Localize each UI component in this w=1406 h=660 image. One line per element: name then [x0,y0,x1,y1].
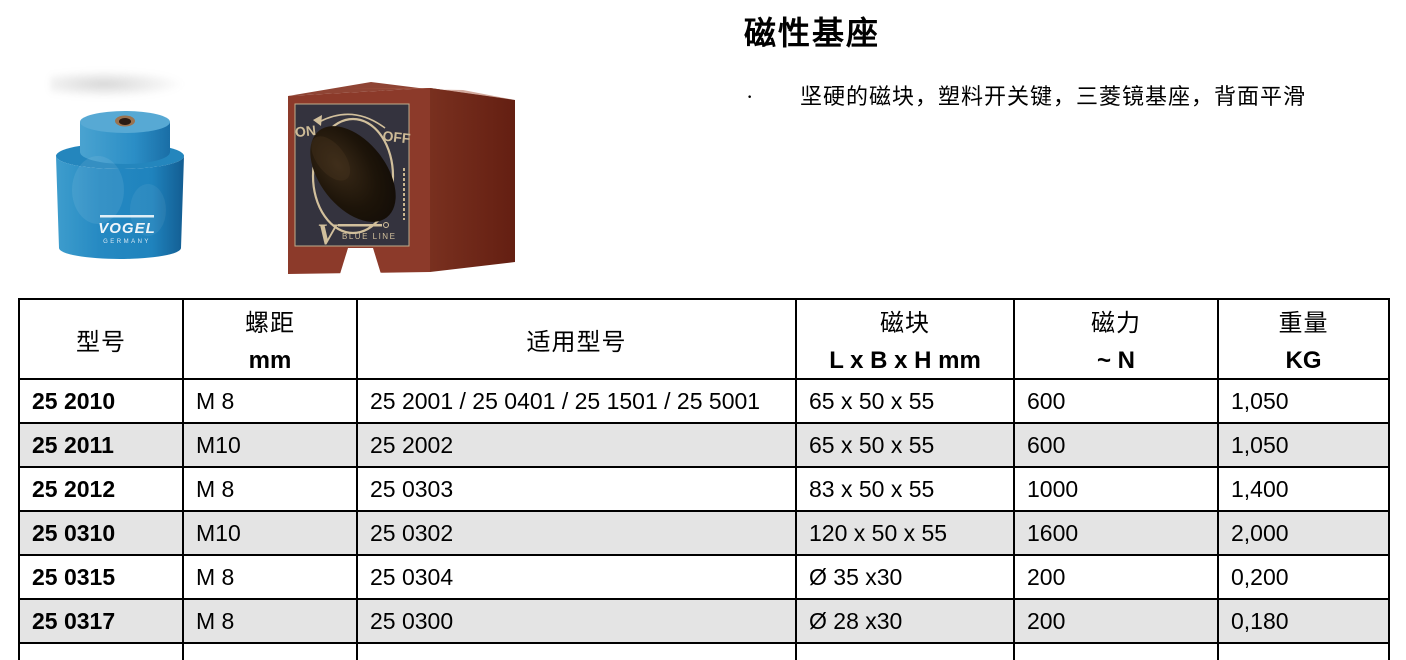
cell-pitch: M 8 [182,554,358,600]
col-header-force: 磁力 ~ N [1013,298,1219,380]
col-header-weight-zh: 重量 [1278,311,1329,337]
cell-force: 200 [1013,598,1219,644]
dial-ring [311,117,395,235]
table-row: 25 2011 M10 25 2002 65 x 50 x 55 600 1,0… [18,422,1390,468]
cell-applicable: 25 0302 [356,510,797,556]
brand-sub-label: GERMANY [103,239,151,245]
bullet-text: 坚硬的磁块，塑料开关键，三菱镜基座，背面平滑 [800,84,1307,109]
table-row: 25 0310 M10 25 0302 120 x 50 x 55 1600 2… [18,510,1390,556]
cell-pitch: M10 [182,422,358,468]
knob-highlight [311,136,351,181]
cell-model: 25 0315 [18,554,184,600]
block-top-face [288,82,515,100]
table-row: 25 2012 M 8 25 0303 83 x 50 x 55 1000 1,… [18,466,1390,512]
on-label: ON [294,122,317,140]
dial-arrow-arc [318,113,386,129]
cell-force: 200 [1013,554,1219,600]
thread-hole [119,118,131,125]
cell-model: 25 2011 [18,422,184,468]
switch-knob [310,126,396,222]
cell-pitch: M 8 [182,466,358,512]
cell-applicable: 25 2002 [356,422,797,468]
cell-magnet-size: 83 x 50 x 55 [795,466,1015,512]
product-photo-switch-magnet-block: ON OFF V BLUE LINE [288,82,515,274]
table-row-cut-off [18,642,1390,660]
cell-empty [1013,642,1219,660]
cell-force: 600 [1013,378,1219,424]
cell-magnet-size: 65 x 50 x 55 [795,422,1015,468]
cell-pitch: M 8 [182,598,358,644]
cell-magnet-size: Ø 35 x30 [795,554,1015,600]
col-header-weight: 重量 KG [1217,298,1390,380]
cell-magnet-size: 65 x 50 x 55 [795,378,1015,424]
brand-sub-label: BLUE LINE [342,232,396,241]
cell-magnet-size: 120 x 50 x 55 [795,510,1015,556]
cell-force: 600 [1013,422,1219,468]
cell-pitch: M 8 [182,378,358,424]
photo-smudge [50,70,185,98]
product-photo-cylinder-magnet: VOGEL GERMANY [56,111,184,259]
off-label: OFF [382,128,412,147]
col-header-force-unit: ~ N [1096,347,1135,374]
prism-notch [340,248,381,274]
cell-model: 25 0310 [18,510,184,556]
cell-empty [795,642,1015,660]
header-row: 型号 螺距 mm 适用型号 磁块 L x B x H mm 磁力 ~ N 重量 … [18,298,1390,380]
cell-force: 1600 [1013,510,1219,556]
cell-empty [182,642,358,660]
col-header-magnet-size: 磁块 L x B x H mm [795,298,1015,380]
cell-model: 25 2010 [18,378,184,424]
cell-magnet-size: Ø 28 x30 [795,598,1015,644]
block-side-face [430,88,515,272]
col-header-force-zh: 磁力 [1091,311,1141,337]
col-header-model: 型号 [18,298,184,380]
col-header-magnet-size-unit: L x B x H mm [829,347,981,374]
col-header-weight-unit: KG [1285,347,1322,374]
cell-applicable: 25 0304 [356,554,797,600]
cell-applicable: 25 2001 / 25 0401 / 25 1501 / 25 5001 [356,378,797,424]
table-row: 25 0315 M 8 25 0304 Ø 35 x30 200 0,200 [18,554,1390,600]
cell-weight: 1,050 [1217,378,1390,424]
brand-logo: VOGEL [98,220,156,237]
magnet-cap [80,122,170,164]
col-header-applicable-zh: 适用型号 [526,329,627,356]
cell-empty [1217,642,1390,660]
texture-highlight [72,156,124,224]
top-face-highlight [343,88,515,100]
magnet-body [56,156,184,259]
col-header-pitch-zh: 螺距 [245,311,295,337]
page-title: 磁性基座 [744,15,881,51]
brand-bar [338,224,382,227]
table-row: 25 0317 M 8 25 0300 Ø 28 x30 200 0,180 [18,598,1390,644]
cell-weight: 0,200 [1217,554,1390,600]
cell-empty [356,642,797,660]
cell-weight: 1,400 [1217,466,1390,512]
cell-weight: 0,180 [1217,598,1390,644]
cell-empty [18,642,184,660]
cell-force: 1000 [1013,466,1219,512]
cell-model: 25 2012 [18,466,184,512]
bullet-marker: · [746,84,754,109]
table-row: 25 2010 M 8 25 2001 / 25 0401 / 25 1501 … [18,378,1390,424]
cell-weight: 2,000 [1217,510,1390,556]
col-header-applicable: 适用型号 [356,298,797,380]
col-header-magnet-size-zh: 磁块 [880,311,930,337]
brand-bar [100,215,154,218]
brand-v-logo: V [317,218,340,251]
cell-applicable: 25 0303 [356,466,797,512]
col-header-pitch: 螺距 mm [182,298,358,380]
spec-table: 型号 螺距 mm 适用型号 磁块 L x B x H mm 磁力 ~ N 重量 … [18,298,1390,660]
col-header-model-zh: 型号 [76,329,126,356]
feature-bullet: · 坚硬的磁块，塑料开关键，三菱镜基座，背面平滑 [746,82,1306,112]
cell-pitch: M10 [182,510,358,556]
cell-model: 25 0317 [18,598,184,644]
col-header-pitch-unit: mm [248,347,292,374]
dial-arrowhead [313,115,322,126]
cell-weight: 1,050 [1217,422,1390,468]
texture-highlight [130,184,166,236]
cell-applicable: 25 0300 [356,598,797,644]
registered-mark [383,222,389,228]
